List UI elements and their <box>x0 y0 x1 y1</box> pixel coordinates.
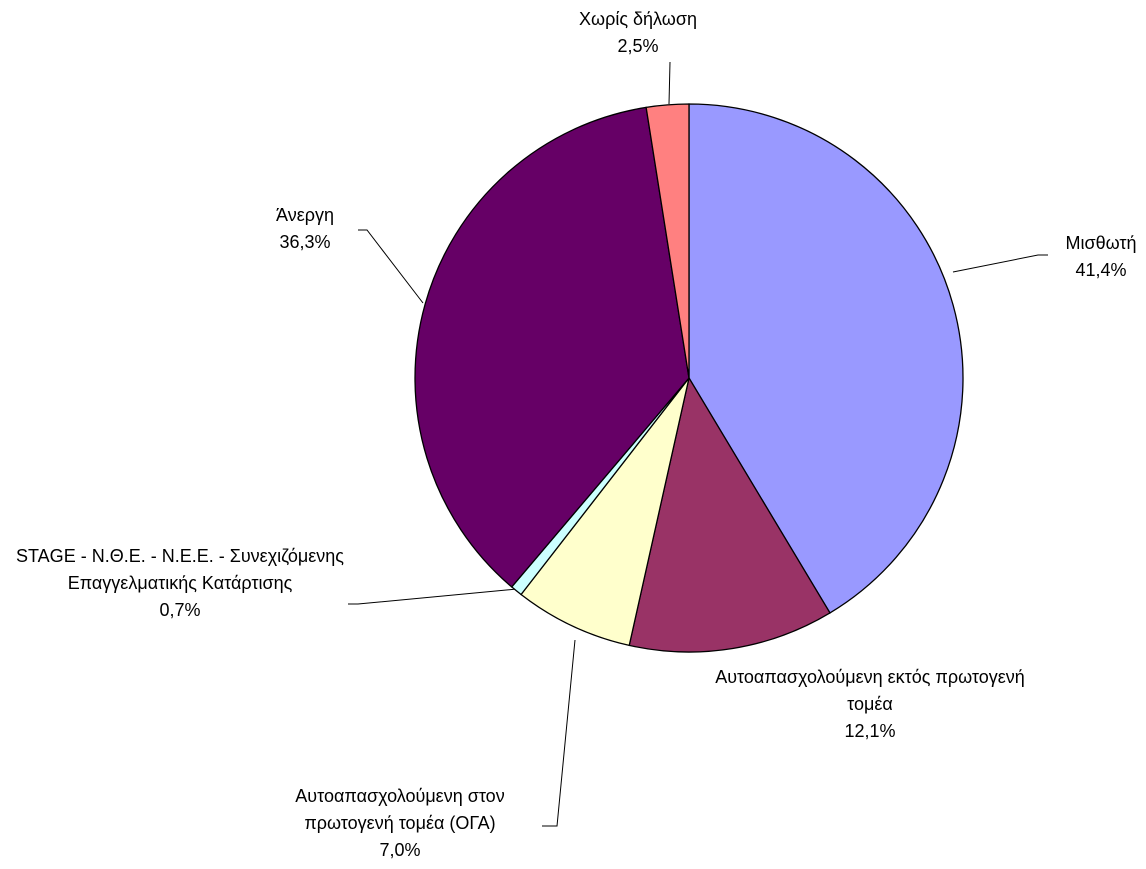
pie-slice <box>520 377 690 647</box>
value-label: 12,1% <box>844 721 896 741</box>
category-name: STAGE - Ν.Θ.Ε. - Ν.Ε.Ε. - Συνεχιζόμενης … <box>16 546 344 593</box>
slice-label: Άνεργη 36,3% <box>245 202 365 256</box>
pie-slice <box>645 103 690 379</box>
leader-line <box>952 254 1048 273</box>
slice-label: Χωρίς δήλωση 2,5% <box>558 6 718 60</box>
leader-line <box>348 588 518 605</box>
leader-line <box>542 639 576 827</box>
category-name: Χωρίς δήλωση <box>579 9 697 29</box>
value-label: 41,4% <box>1075 260 1127 280</box>
value-label: 0,7% <box>159 600 201 620</box>
leader-line <box>668 61 671 105</box>
pie-slice <box>688 103 964 614</box>
leader-lines <box>348 61 1048 827</box>
value-label: 36,3% <box>279 232 331 252</box>
category-name: Αυτοαπασχολούμενη στον πρωτογενή τομέα (… <box>295 786 505 833</box>
category-name: Μισθωτή <box>1065 233 1137 253</box>
pie-slice <box>414 106 690 588</box>
leader-line <box>358 229 424 304</box>
slice-label: Μισθωτή 41,4% <box>1041 230 1146 284</box>
slice-label: Αυτοαπασχολούμενη εκτός πρωτογενή τομέα 1… <box>710 664 1030 745</box>
category-name: Αυτοαπασχολούμενη εκτός πρωτογενή τομέα <box>715 667 1025 714</box>
pie-slice <box>628 376 831 653</box>
slice-label: Αυτοαπασχολούμενη στον πρωτογενή τομέα (… <box>250 783 550 864</box>
value-label: 7,0% <box>379 840 421 860</box>
slice-label: STAGE - Ν.Θ.Ε. - Ν.Ε.Ε. - Συνεχιζόμενης … <box>0 543 360 624</box>
value-label: 2,5% <box>617 36 659 56</box>
category-name: Άνεργη <box>276 205 334 225</box>
